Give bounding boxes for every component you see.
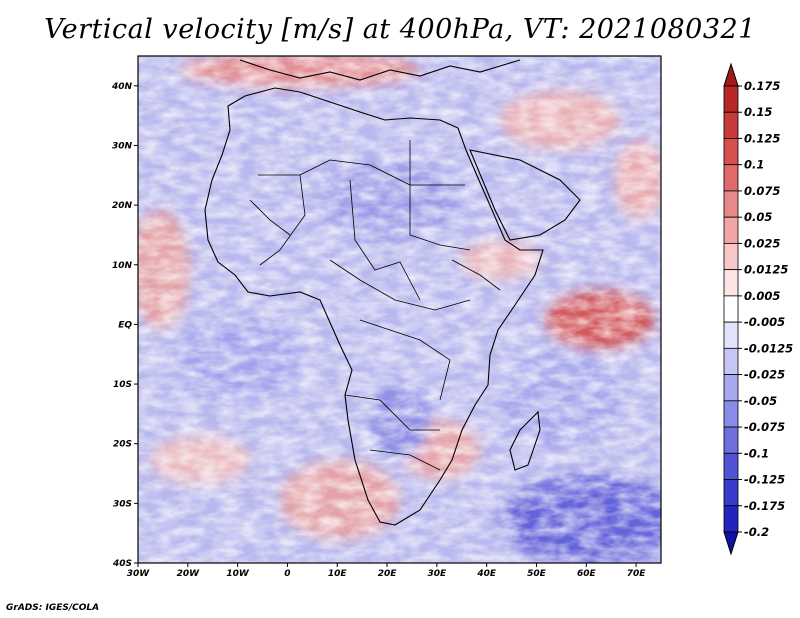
colorbar-label: 0.0125 [744, 263, 788, 277]
coastlines [204, 59, 581, 526]
colorbar-swatch [723, 243, 739, 271]
colorbar-swatch [723, 111, 739, 139]
colorbar-label: 0.025 [744, 236, 780, 250]
lat-tick-label: EQ [118, 320, 132, 330]
colorbar-swatch [723, 505, 739, 533]
lon-tick-label: 60E [577, 569, 597, 579]
colorbar-label: 0.15 [744, 105, 772, 119]
colorbar-swatch [723, 190, 739, 218]
lon-tick-label: 0 [284, 569, 290, 579]
colorbar-bottom-arrow [723, 531, 739, 556]
lat-tick-label: 30N [112, 141, 133, 151]
longitude-ticks: 30W 20W 10W 0 10E 20E 30E 40E 50E 60E 70E [127, 563, 647, 579]
colorbar-label: 0.05 [744, 210, 772, 224]
lon-tick-label: 10E [328, 569, 348, 579]
map-frame [137, 55, 662, 564]
lat-tick-label: 20N [112, 201, 133, 211]
colorbar-swatch [723, 374, 739, 402]
colorbar-swatch [723, 400, 739, 428]
colorbar-label: 0.075 [744, 184, 780, 198]
colorbar-label: -0.005 [744, 315, 785, 329]
lat-tick-label: 40N [111, 82, 133, 92]
lat-tick-label: 40S [112, 559, 132, 569]
country-borders [249, 140, 501, 471]
colorbar-label: -0.1 [744, 446, 769, 460]
colorbar-top-arrow [723, 62, 739, 87]
colorbar-swatch [723, 216, 739, 244]
latitude-ticks: 40S 30S 20S 10S EQ 10N 20N 30N 40N [111, 82, 138, 569]
lat-tick-label: 10N [112, 261, 133, 271]
africa-coastline [204, 87, 544, 526]
colorbar-swatch [723, 295, 739, 323]
footer-credit: GrADS: IGES/COLA [6, 603, 100, 613]
lon-tick-label: 70E [627, 569, 647, 579]
colorbar-label: -0.075 [744, 420, 785, 434]
madagascar-coastline [509, 410, 541, 471]
colorbar-swatch [723, 269, 739, 297]
lon-tick-label: 50E [527, 569, 547, 579]
colorbar-label: 0.005 [744, 289, 780, 303]
colorbar-swatch [723, 321, 739, 349]
lon-tick-label: 20E [378, 569, 398, 579]
lat-tick-label: 20S [113, 440, 132, 450]
colorbar-label: 0.175 [744, 79, 780, 93]
colorbar-label: 0.1 [744, 158, 764, 172]
colorbar-label: 0.125 [744, 131, 780, 145]
colorbar-swatch [723, 452, 739, 480]
europe-coastline [239, 59, 521, 81]
colorbar-label: -0.05 [744, 394, 777, 408]
colorbar-label: -0.0125 [744, 341, 793, 355]
arabia-coastline [469, 149, 581, 241]
colorbar-label: -0.2 [744, 525, 769, 539]
colorbar-swatch [723, 138, 739, 166]
map-title: Vertical velocity [m/s] at 400hPa, VT: 2… [44, 14, 756, 45]
colorbar-swatch [723, 479, 739, 507]
lon-tick-label: 30W [127, 569, 151, 579]
lat-tick-label: 10S [113, 380, 132, 390]
colorbar-label: -0.025 [744, 368, 785, 382]
colorbar-swatch [723, 426, 739, 454]
lon-tick-label: 30E [428, 569, 448, 579]
colorbar-swatch [723, 85, 739, 113]
colorbar-label: -0.125 [744, 473, 785, 487]
velocity-field [138, 56, 661, 563]
colorbar-swatch [723, 164, 739, 192]
colorbar-swatch [723, 347, 739, 375]
colorbar-legend: 0.175 0.15 0.125 0.1 0.075 0.05 0.025 0.0125 0.0… [723, 62, 793, 556]
lon-tick-label: 20W [177, 569, 201, 579]
lon-tick-label: 40E [476, 569, 497, 579]
colorbar-label: -0.175 [744, 499, 785, 513]
lon-tick-label: 10W [226, 569, 250, 579]
lat-tick-label: 30S [113, 499, 132, 509]
